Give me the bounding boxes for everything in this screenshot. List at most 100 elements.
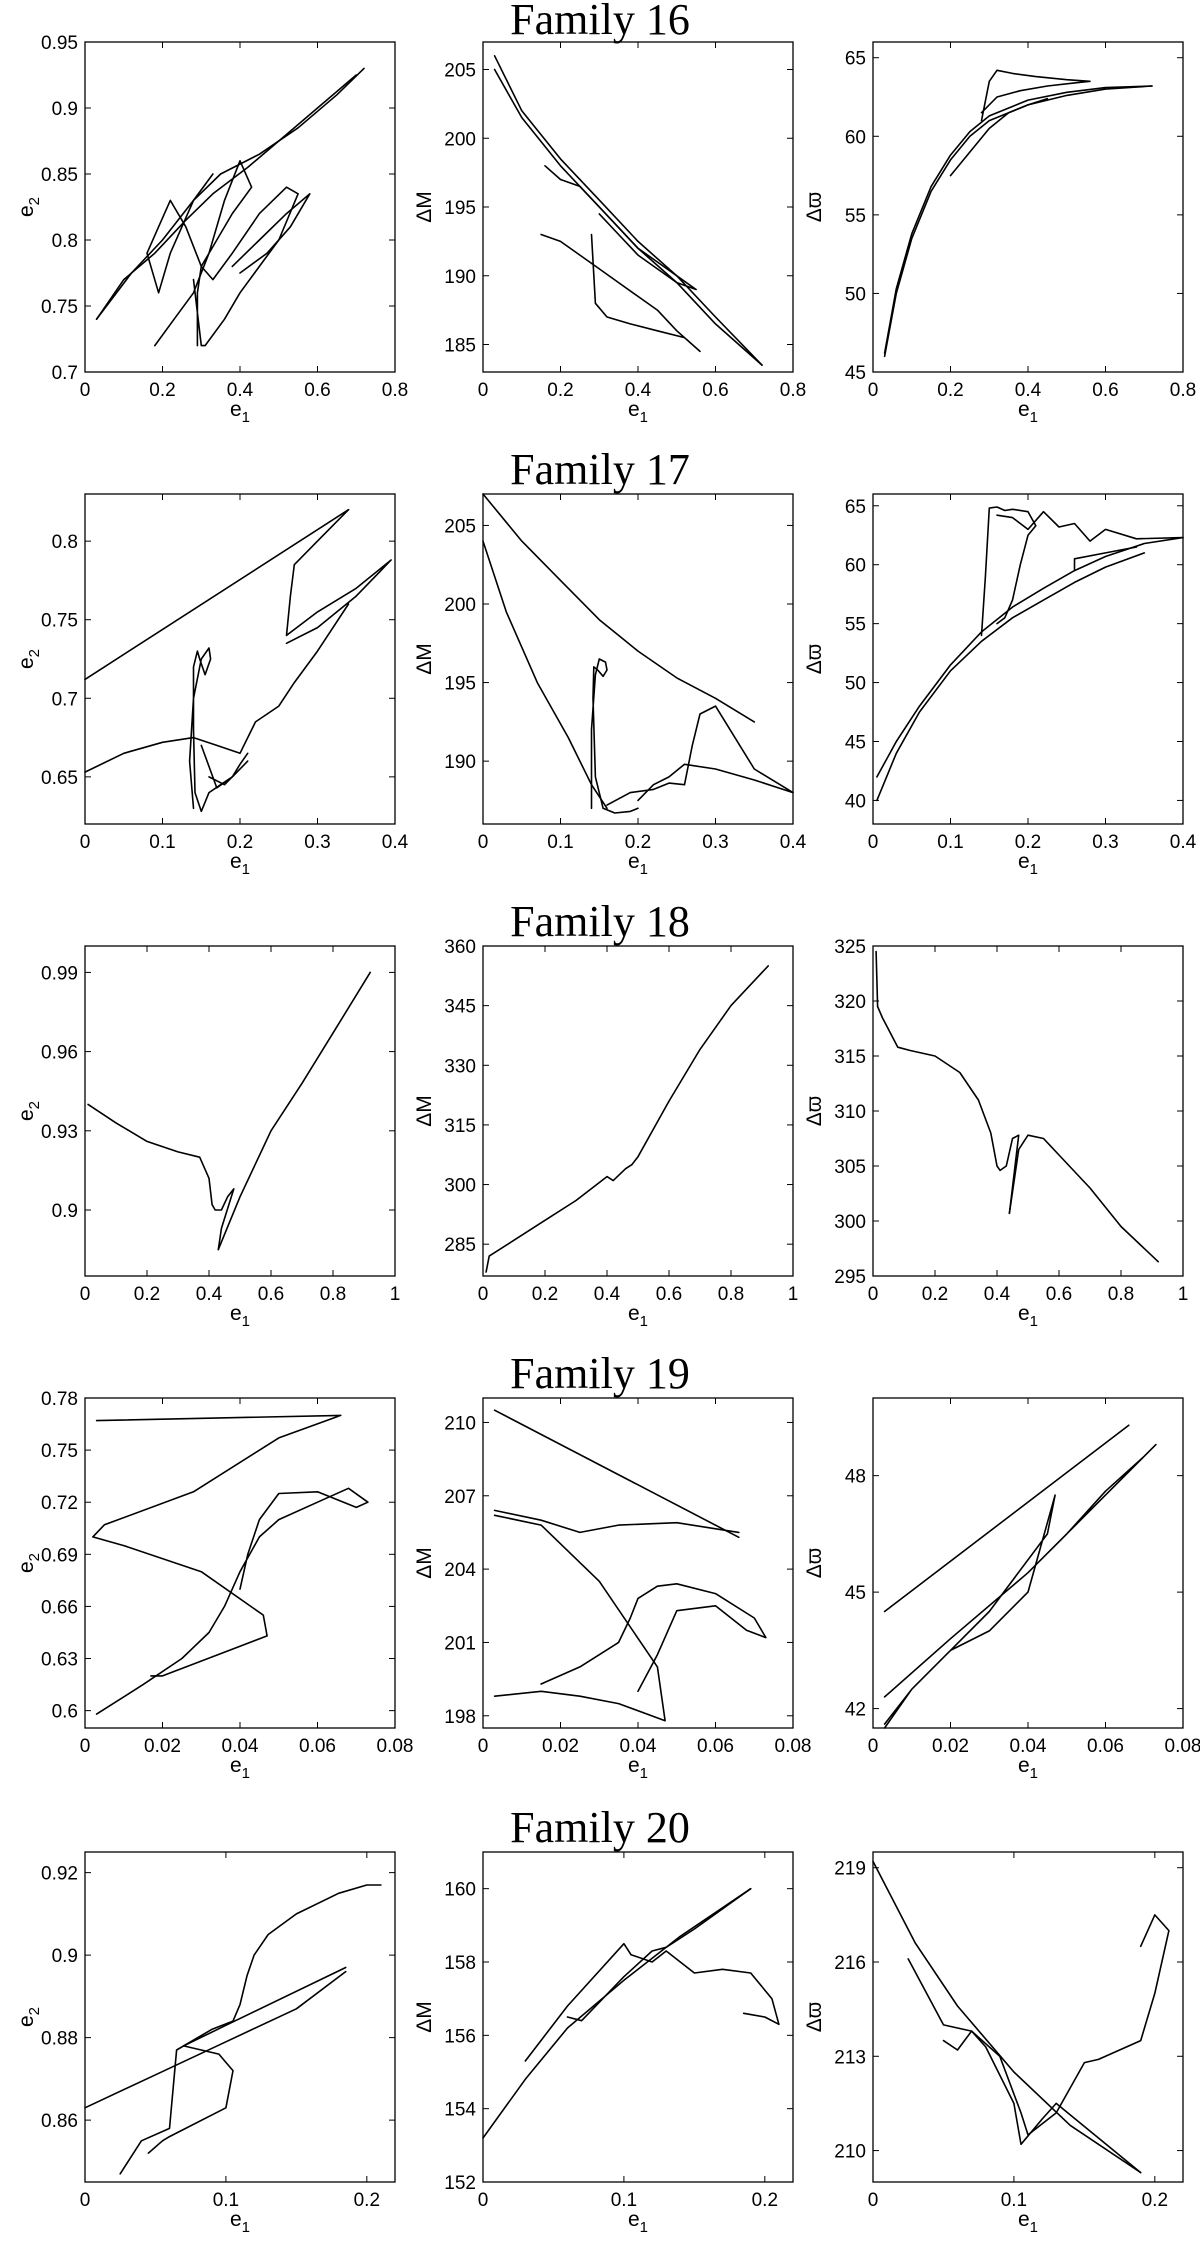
- y-axis-label: e2: [15, 1101, 43, 1121]
- series-line-lower-curve: [482, 540, 608, 810]
- series-line-lower-loop: [200, 744, 249, 789]
- y-tick-label: 40: [845, 791, 866, 812]
- series-line-loop: [544, 165, 697, 291]
- series-line-loop: [883, 1494, 1056, 1729]
- x-tick-label: 0.3: [1092, 832, 1118, 853]
- x-tick-label: 0: [80, 1284, 91, 1305]
- x-tick-label: 0.08: [377, 1736, 414, 1757]
- x-tick-label: 0.4: [196, 1284, 223, 1305]
- y-axis-label: Δϖ: [803, 192, 826, 222]
- plot-frame: [482, 945, 794, 1277]
- y-tick-label: 0.7: [52, 363, 78, 384]
- y-tick-label: 210: [834, 2142, 866, 2163]
- y-tick-label: 300: [444, 1176, 476, 1197]
- series-line-s-curve: [540, 1583, 767, 1693]
- x-tick-label: 0.2: [937, 380, 963, 401]
- y-tick-label: 65: [845, 49, 866, 70]
- series-line-tail: [1008, 1134, 1159, 1263]
- x-tick-label: 0: [868, 2190, 879, 2211]
- x-tick-label: 0.2: [752, 2190, 778, 2211]
- plot-frame: [872, 493, 1184, 825]
- y-tick-label: 0.78: [41, 1389, 78, 1410]
- y-tick-label: 0.9: [52, 1201, 78, 1222]
- y-tick-label: 325: [834, 937, 866, 958]
- x-tick-label: 0.1: [149, 832, 175, 853]
- x-tick-label: 0.6: [304, 380, 330, 401]
- panel--vs-e1: 0 0.02 0.04 0.06 0.08 42 45 48 e1 Δϖ: [803, 1397, 1200, 1782]
- y-tick-label: 330: [444, 1056, 476, 1077]
- plot-frame: [84, 945, 396, 1277]
- family-title: Family 18: [510, 897, 690, 946]
- x-tick-label: 0: [80, 1736, 91, 1757]
- series-line-top: [92, 1414, 342, 1677]
- series-line-right: [231, 193, 311, 274]
- x-tick-label: 0.2: [1142, 2190, 1168, 2211]
- y-axis-label: e2: [15, 2007, 43, 2027]
- series-line-curve-b: [876, 536, 1184, 778]
- x-tick-label: 0: [868, 1736, 879, 1757]
- series-line-bump: [980, 69, 1091, 122]
- plot-frame: [872, 945, 1184, 1277]
- x-tick-label: 0.8: [1108, 1284, 1134, 1305]
- series-line-right-spike: [285, 508, 392, 645]
- y-tick-label: 65: [845, 497, 866, 518]
- family-17-group: Family 17 0 0.1 0.2 0.3 0.4 0.65 0.7 0.75 0.8 e1 e2…: [15, 445, 1197, 878]
- y-tick-label: 0.88: [41, 2029, 78, 2050]
- series-line-lower: [540, 233, 701, 353]
- x-tick-label: 1: [390, 1284, 401, 1305]
- x-tick-label: 0.02: [542, 1736, 579, 1757]
- x-tick-label: 0: [80, 380, 91, 401]
- y-tick-label: 315: [834, 1047, 866, 1068]
- y-tick-label: 0.63: [41, 1650, 78, 1671]
- y-tick-label: 0.93: [41, 1122, 78, 1143]
- series-line-side: [949, 97, 1049, 177]
- x-tick-label: 0: [478, 2190, 489, 2211]
- x-tick-label: 0.8: [382, 380, 408, 401]
- y-tick-label: 310: [834, 1102, 866, 1123]
- x-tick-label: 0.4: [984, 1284, 1011, 1305]
- series-line-curve: [482, 1887, 752, 2139]
- y-tick-label: 216: [834, 1953, 866, 1974]
- series-line-branch-a: [493, 54, 763, 366]
- y-axis-label: e2: [15, 649, 43, 669]
- y-axis-label: Δϖ: [803, 1548, 826, 1578]
- y-tick-label: 0.9: [52, 1946, 78, 1967]
- panel-e2-vs-e1: 0 0.02 0.04 0.06 0.08 0.6 0.63 0.66 0.69 0.72 0.75…: [15, 1389, 413, 1782]
- y-tick-label: 158: [444, 1953, 476, 1974]
- panel-e2-vs-e1: 0 0.2 0.4 0.6 0.8 0.7 0.75 0.8 0.85 0.9 0.95 e1 e2: [15, 33, 408, 426]
- y-tick-label: 156: [444, 2026, 476, 2047]
- y-tick-label: 55: [845, 615, 866, 636]
- series-line-lower: [192, 186, 299, 347]
- y-tick-label: 198: [444, 1707, 476, 1728]
- y-tick-label: 45: [845, 1583, 866, 1604]
- y-tick-label: 195: [444, 674, 476, 695]
- family-title: Family 17: [510, 445, 690, 494]
- y-tick-label: 60: [845, 556, 866, 577]
- x-tick-label: 0.08: [1165, 1736, 1200, 1757]
- panel--vs-e1: 0 0.2 0.4 0.6 0.8 1 295 300 305 310 315 320 325 e1 Δϖ: [803, 937, 1188, 1330]
- panel-M-vs-e1: 0 0.1 0.2 152 154 156 158 160 e1 ΔM: [413, 1851, 794, 2236]
- y-axis-label: Δϖ: [803, 2002, 826, 2032]
- y-tick-label: 0.96: [41, 1043, 78, 1064]
- y-tick-label: 360: [444, 937, 476, 958]
- y-axis-label: ΔM: [413, 1547, 436, 1579]
- plot-frame: [872, 41, 1184, 373]
- series-line-mid: [493, 1509, 740, 1534]
- plot-frame: [872, 1851, 1184, 2183]
- y-axis-label: ΔM: [413, 643, 436, 675]
- panel-e2-vs-e1: 0 0.1 0.2 0.86 0.88 0.9 0.92 e1 e2: [15, 1851, 396, 2236]
- y-axis-label: ΔM: [413, 1095, 436, 1127]
- series-line-main: [87, 1103, 235, 1251]
- y-tick-label: 200: [444, 595, 476, 616]
- plot-frame: [482, 41, 794, 373]
- x-axis-label: e1: [230, 398, 250, 426]
- x-tick-label: 0.3: [304, 832, 330, 853]
- x-axis-label: e1: [1018, 398, 1038, 426]
- plot-frame: [84, 41, 396, 373]
- y-tick-label: 207: [444, 1487, 476, 1508]
- plot-frame: [482, 1851, 794, 2183]
- x-tick-label: 0.6: [258, 1284, 284, 1305]
- x-tick-label: 0: [868, 380, 879, 401]
- x-tick-label: 0.4: [625, 380, 652, 401]
